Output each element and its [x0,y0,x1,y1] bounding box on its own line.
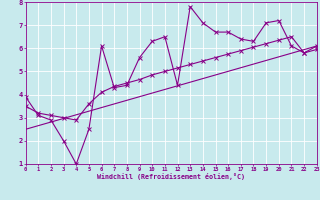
X-axis label: Windchill (Refroidissement éolien,°C): Windchill (Refroidissement éolien,°C) [97,173,245,180]
